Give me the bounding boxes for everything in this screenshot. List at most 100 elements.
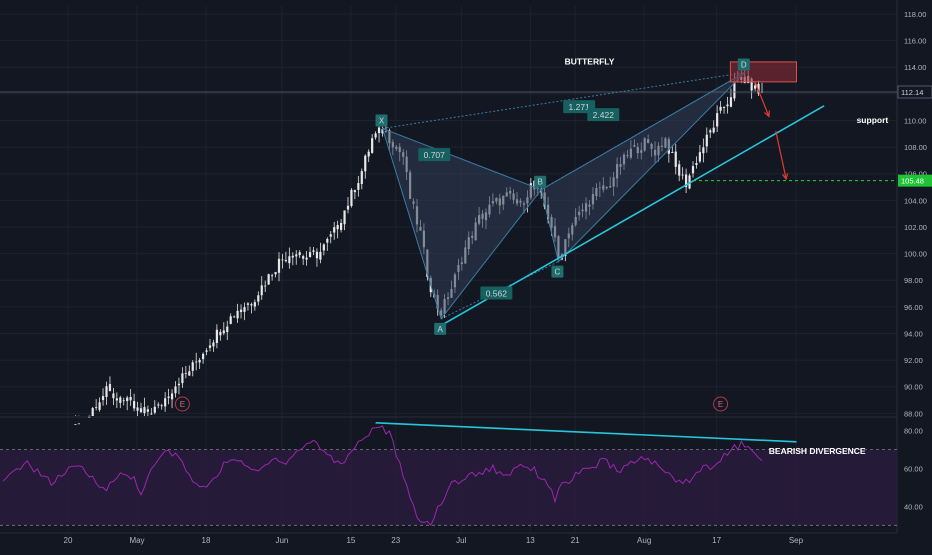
pattern-point-label: A (437, 325, 443, 334)
candle-body (688, 175, 691, 189)
candle-body (139, 408, 143, 413)
rsi-pane: BEARISH DIVERGENCE (0, 421, 897, 527)
time-axis-label: May (129, 536, 144, 545)
candle-body (205, 350, 208, 352)
candle-body (295, 254, 298, 257)
candle-body (360, 171, 363, 184)
candle-body (136, 407, 139, 411)
time-axis-label: 13 (526, 536, 535, 545)
candle-body (377, 127, 381, 134)
price-axis-label: 98.00 (904, 276, 923, 285)
time-axis-label: Sep (789, 536, 804, 545)
candle-body (229, 316, 232, 324)
pattern-point-d (737, 58, 750, 71)
candle-body (191, 362, 194, 371)
pattern-xab-triangle (381, 127, 543, 320)
candle-body (257, 295, 260, 302)
candle-body (115, 398, 118, 401)
time-axis-label: 15 (346, 536, 355, 545)
candle-body (336, 225, 339, 230)
butterfly-pattern[interactable] (381, 72, 746, 320)
price-axis-label: 102.00 (904, 223, 927, 232)
candle-body (702, 147, 705, 154)
last-price-label: 112.14 (901, 88, 923, 97)
candle-body (271, 275, 274, 277)
candle-body (119, 397, 122, 403)
candle-body (326, 238, 329, 243)
arrow-down-1 (754, 81, 770, 117)
candle-body (167, 396, 170, 398)
pattern-point-label: B (538, 178, 543, 187)
candle-body (267, 274, 270, 285)
arrow-down-2-head (781, 173, 789, 181)
candle-body (226, 326, 229, 333)
candle-body (157, 404, 160, 406)
candle-body (174, 386, 177, 394)
candle-body (274, 272, 277, 275)
candle-body (312, 250, 315, 252)
candle-body (236, 310, 239, 319)
candle-body (364, 155, 367, 172)
fib-ratio-label: 1.271 (569, 102, 591, 112)
price-axis-label: 108.00 (904, 143, 927, 152)
support-price-tag (898, 174, 932, 187)
time-axis-label: Aug (637, 536, 651, 545)
time-axis-label: Jul (456, 536, 466, 545)
candle-body (357, 183, 360, 190)
fib-ratio-label: 0.707 (424, 150, 446, 160)
candle-body (674, 151, 677, 167)
candle-body (681, 174, 684, 176)
time-axis-label: 21 (571, 536, 580, 545)
candle-body (284, 260, 287, 262)
time-axis-label: 17 (712, 536, 721, 545)
candle-body (177, 383, 181, 386)
pattern-point-label: X (379, 116, 385, 125)
candle-body (74, 424, 77, 426)
candle-body (239, 309, 243, 313)
candle-body (705, 134, 708, 147)
candle-body (685, 174, 688, 188)
candle-body (381, 129, 384, 134)
candle-body (709, 130, 712, 133)
candle-body (308, 252, 312, 257)
earnings-marker[interactable] (174, 396, 190, 412)
candle-body (181, 373, 184, 384)
candle-body (108, 384, 112, 392)
candle-body (253, 302, 256, 307)
pattern-bd-line (540, 72, 745, 191)
candle-body (719, 106, 722, 111)
candle-body (170, 393, 174, 400)
arrow-down-2 (775, 131, 787, 180)
candle-body (726, 104, 729, 107)
candle-body (288, 256, 291, 264)
fib-ratio-label: 2.422 (593, 110, 615, 120)
candle-body (208, 345, 212, 348)
candle-body (153, 406, 156, 413)
rsi-axis-label: 80.00 (904, 426, 923, 435)
candle-body (722, 107, 726, 109)
candle-body (750, 78, 753, 91)
candle-body (219, 331, 222, 336)
earnings-marker[interactable] (713, 396, 729, 412)
fib-ratio-box (480, 286, 513, 300)
candle-body (143, 407, 146, 414)
time-axis-label: 20 (64, 536, 73, 545)
candle-body (202, 353, 205, 360)
price-axis-label: 100.00 (904, 250, 927, 259)
candle-body (105, 386, 108, 397)
pattern-point-b (534, 175, 547, 188)
candle-body (374, 133, 377, 138)
candle-body (305, 257, 308, 260)
candle-body (322, 244, 325, 251)
candle-body (367, 151, 370, 157)
candle-body (198, 359, 201, 363)
candle-body (754, 85, 757, 89)
candle-body (712, 127, 715, 133)
candle-body (188, 371, 191, 376)
earnings-marker-label: E (718, 400, 723, 409)
price-axis-label: 110.00 (904, 116, 926, 125)
divergence-trendline[interactable] (375, 421, 797, 443)
price-axis-label: 94.00 (904, 329, 923, 338)
